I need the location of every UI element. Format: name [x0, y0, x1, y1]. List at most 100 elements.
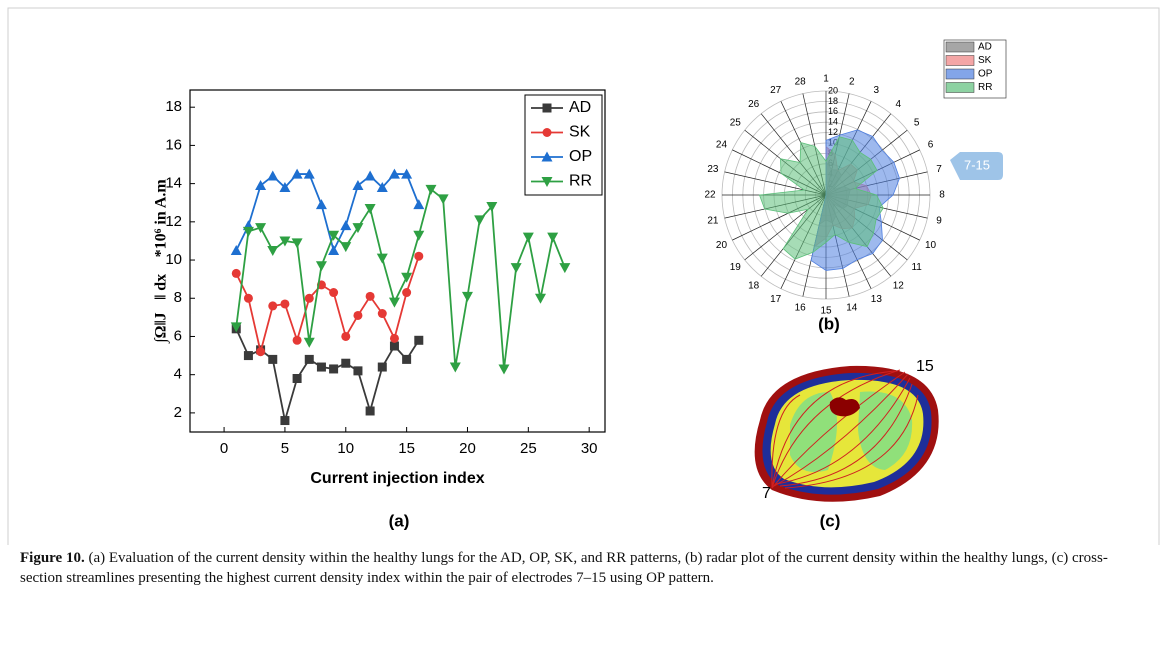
marker: [414, 335, 424, 345]
y-tick-label: 4: [174, 366, 182, 383]
x-tick-label: 25: [520, 440, 537, 457]
marker: [389, 341, 399, 351]
category-label: 21: [707, 215, 719, 226]
category-label: 11: [911, 262, 922, 273]
marker: [341, 331, 351, 341]
image-label: 7: [762, 485, 771, 502]
category-label: 23: [707, 164, 719, 175]
marker: [340, 220, 352, 231]
marker: [280, 416, 290, 426]
marker: [522, 232, 534, 243]
marker: [353, 310, 363, 320]
marker: [376, 181, 388, 192]
category-label: 24: [716, 139, 728, 150]
category-label: 13: [871, 294, 883, 305]
marker: [341, 358, 351, 368]
series-line: [235, 173, 420, 254]
marker: [280, 299, 290, 309]
category-label: 8: [939, 190, 945, 201]
category-label: 1: [823, 74, 829, 85]
category-label: 16: [795, 303, 807, 314]
marker: [376, 253, 388, 264]
marker: [364, 203, 376, 214]
marker: [401, 168, 413, 179]
y-tick-label: 18: [165, 98, 182, 115]
marker: [328, 244, 340, 255]
marker: [340, 242, 352, 253]
category-label: 19: [730, 262, 742, 273]
callout-text: 7-15: [964, 157, 990, 172]
x-tick-label: 5: [281, 440, 289, 457]
x-tick-label: 0: [220, 440, 228, 457]
legend-label: OP: [569, 148, 592, 165]
r-tick-label: 20: [828, 85, 838, 95]
cross-section: 15 7: [754, 358, 939, 502]
marker: [291, 168, 303, 179]
streamlines: [771, 369, 919, 489]
legend-swatch: [945, 41, 975, 53]
category-label: 25: [730, 117, 742, 128]
marker: [230, 244, 242, 255]
legend-label: RR: [978, 82, 992, 93]
series-line: [235, 328, 420, 421]
caption-text: (a) Evaluation of the current density wi…: [20, 550, 1108, 586]
y-tick-label: 14: [165, 175, 182, 192]
marker: [255, 223, 267, 234]
marker: [542, 128, 552, 137]
marker: [267, 245, 279, 256]
callout: 7-15: [950, 152, 1003, 180]
category-label: 4: [896, 99, 902, 110]
marker: [388, 297, 400, 308]
category-label: 27: [770, 85, 782, 96]
plot-frame: [189, 89, 606, 433]
marker: [365, 291, 375, 301]
marker: [414, 251, 424, 261]
marker: [231, 268, 241, 278]
legend-label: SK: [978, 55, 992, 66]
x-tick-label: 20: [459, 440, 476, 457]
marker: [256, 347, 266, 357]
marker: [303, 168, 315, 179]
y-tick-label: 2: [174, 404, 182, 421]
marker: [267, 170, 279, 181]
x-tick-label: 10: [337, 440, 354, 457]
y-axis-label: ∫Ω‖J⃗‖ dx⃗ *10⁶ in A.m: [153, 179, 171, 344]
marker: [413, 230, 425, 241]
category-label: 20: [716, 240, 728, 251]
marker: [303, 337, 315, 348]
marker: [279, 236, 291, 247]
category-label: 10: [925, 240, 937, 251]
legend-swatch: [945, 68, 975, 80]
y-tick-label: 8: [174, 289, 182, 306]
marker: [413, 199, 425, 210]
marker: [328, 230, 340, 241]
marker: [542, 103, 552, 113]
marker: [268, 354, 278, 364]
legend-label: AD: [978, 42, 992, 53]
legend-swatch: [945, 82, 975, 93]
marker: [230, 322, 242, 333]
marker: [255, 180, 267, 191]
marker: [352, 180, 364, 191]
caption-label: Figure 10.: [20, 550, 85, 566]
marker: [547, 232, 559, 243]
marker: [353, 366, 363, 376]
image-label: 15: [916, 358, 934, 375]
marker: [304, 354, 314, 364]
legend-label: RR: [569, 173, 592, 190]
category-label: 6: [928, 139, 934, 150]
marker: [377, 362, 387, 372]
marker: [498, 364, 510, 375]
marker: [401, 272, 413, 283]
marker: [243, 293, 253, 303]
series-line: [235, 187, 566, 370]
radar-area: [758, 136, 884, 260]
y-tick-label: 10: [165, 251, 182, 268]
category-label: 2: [849, 77, 855, 88]
marker: [292, 374, 302, 384]
marker: [486, 202, 498, 213]
category-label: 26: [748, 99, 760, 110]
panel-label: (a): [389, 511, 410, 530]
